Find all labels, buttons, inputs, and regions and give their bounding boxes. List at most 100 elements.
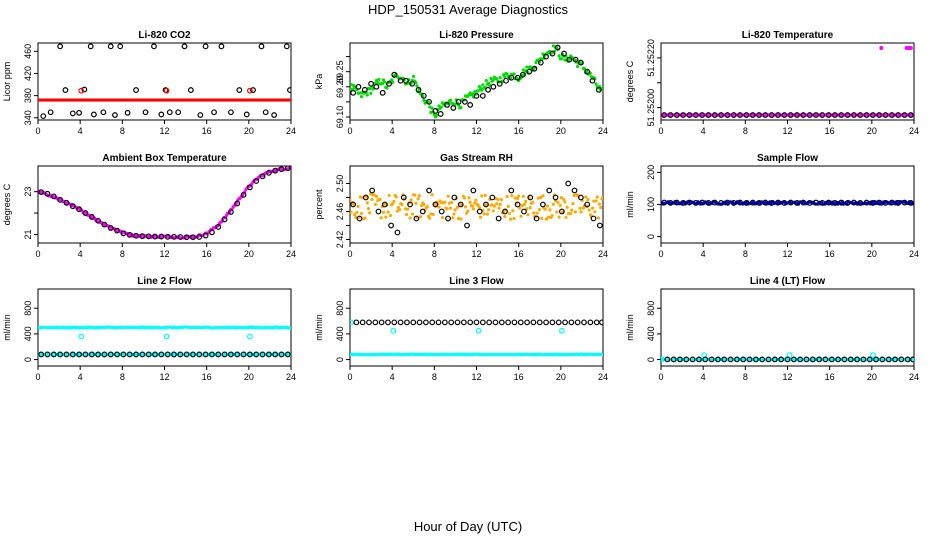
data-point [378, 319, 385, 326]
data-point [832, 112, 838, 118]
data-point [234, 200, 241, 207]
data-point [502, 208, 508, 215]
data-point [355, 83, 362, 90]
data-point-dense [353, 212, 357, 217]
data-point [152, 233, 158, 240]
data-point [444, 102, 450, 108]
data-point [743, 199, 750, 206]
data-point [759, 356, 766, 363]
data-point [901, 112, 908, 118]
data-point [187, 87, 194, 93]
data-point-dense [473, 201, 477, 205]
data-point [402, 77, 409, 84]
data-point [78, 333, 85, 340]
data-point-dense [519, 214, 523, 218]
data-point-dense [489, 76, 493, 81]
data-point [866, 356, 873, 363]
data-point-dense [466, 209, 470, 213]
data-point [895, 112, 902, 118]
data-point [483, 201, 489, 208]
data-point [356, 215, 363, 222]
data-point [549, 50, 556, 57]
x-tick-label: 4 [701, 372, 706, 382]
data-point-dense [470, 92, 475, 96]
data-point [152, 351, 158, 358]
data-point-dense [539, 195, 543, 200]
data-point [661, 199, 668, 206]
data-point-dense [385, 86, 389, 90]
data-point [215, 351, 222, 358]
data-point [895, 199, 902, 206]
x-tick-label: 16 [202, 372, 212, 382]
data-point-dense [289, 326, 291, 330]
data-point [699, 112, 706, 118]
data-point [863, 199, 870, 206]
data-point [892, 356, 898, 363]
data-point [40, 113, 47, 120]
data-point-dense [551, 202, 555, 206]
data-point [746, 356, 753, 363]
data-point-dense [365, 93, 369, 97]
plot-area [661, 352, 914, 363]
data-point [272, 167, 279, 174]
data-point [838, 112, 845, 118]
data-point-dense [540, 216, 544, 220]
x-tick-label: 16 [514, 249, 524, 259]
data-point-dense [363, 216, 367, 220]
data-point [503, 77, 509, 84]
data-point [910, 356, 914, 363]
data-point [800, 199, 807, 206]
data-point-dense [455, 205, 460, 209]
data-point [44, 351, 51, 358]
plot-area [661, 45, 914, 118]
x-tick-label: 4 [701, 249, 706, 259]
data-point [181, 43, 188, 50]
data-point-dense [453, 208, 457, 212]
data-point [243, 111, 250, 118]
data-point [901, 199, 908, 206]
x-tick-label: 12 [471, 126, 481, 136]
data-point-dense [594, 199, 598, 203]
data-point-dense [356, 204, 360, 208]
data-point [391, 71, 398, 78]
data-point [228, 109, 234, 116]
data-point [416, 319, 423, 326]
data-point-dense [472, 207, 476, 211]
data-point-dense [505, 194, 509, 199]
data-point [470, 187, 477, 194]
data-point-dense [355, 210, 359, 214]
data-point [38, 189, 45, 195]
data-point [438, 208, 445, 215]
y-tick-label: 2.46 [335, 203, 345, 221]
data-point [426, 187, 432, 194]
data-point-dense [510, 194, 514, 198]
data-point [76, 109, 83, 116]
data-point [88, 351, 95, 358]
x-tick-label: 4 [78, 126, 83, 136]
data-point-dense [592, 199, 596, 203]
data-point [667, 199, 674, 206]
data-point [786, 352, 793, 358]
data-point [454, 319, 461, 326]
data-point-dense [398, 208, 402, 212]
y-tick-label: 51.25200 [646, 89, 656, 127]
data-point-dense [495, 77, 499, 81]
data-point [423, 319, 429, 326]
data-point [508, 187, 515, 194]
data-point-dense [483, 193, 487, 197]
x-tick-label: 24 [909, 126, 919, 136]
data-point-dense [537, 207, 542, 212]
data-point [445, 215, 451, 222]
data-point [775, 112, 781, 118]
x-tick-label: 0 [347, 372, 352, 382]
data-point [485, 86, 491, 93]
data-point [57, 351, 64, 358]
data-point [689, 356, 696, 363]
data-point-dense [395, 209, 399, 213]
data-point [202, 351, 209, 358]
data-point-dense [544, 217, 548, 221]
data-point [492, 319, 499, 326]
data-point [284, 166, 291, 172]
plot-area [350, 319, 603, 357]
data-point-dense [422, 202, 426, 207]
